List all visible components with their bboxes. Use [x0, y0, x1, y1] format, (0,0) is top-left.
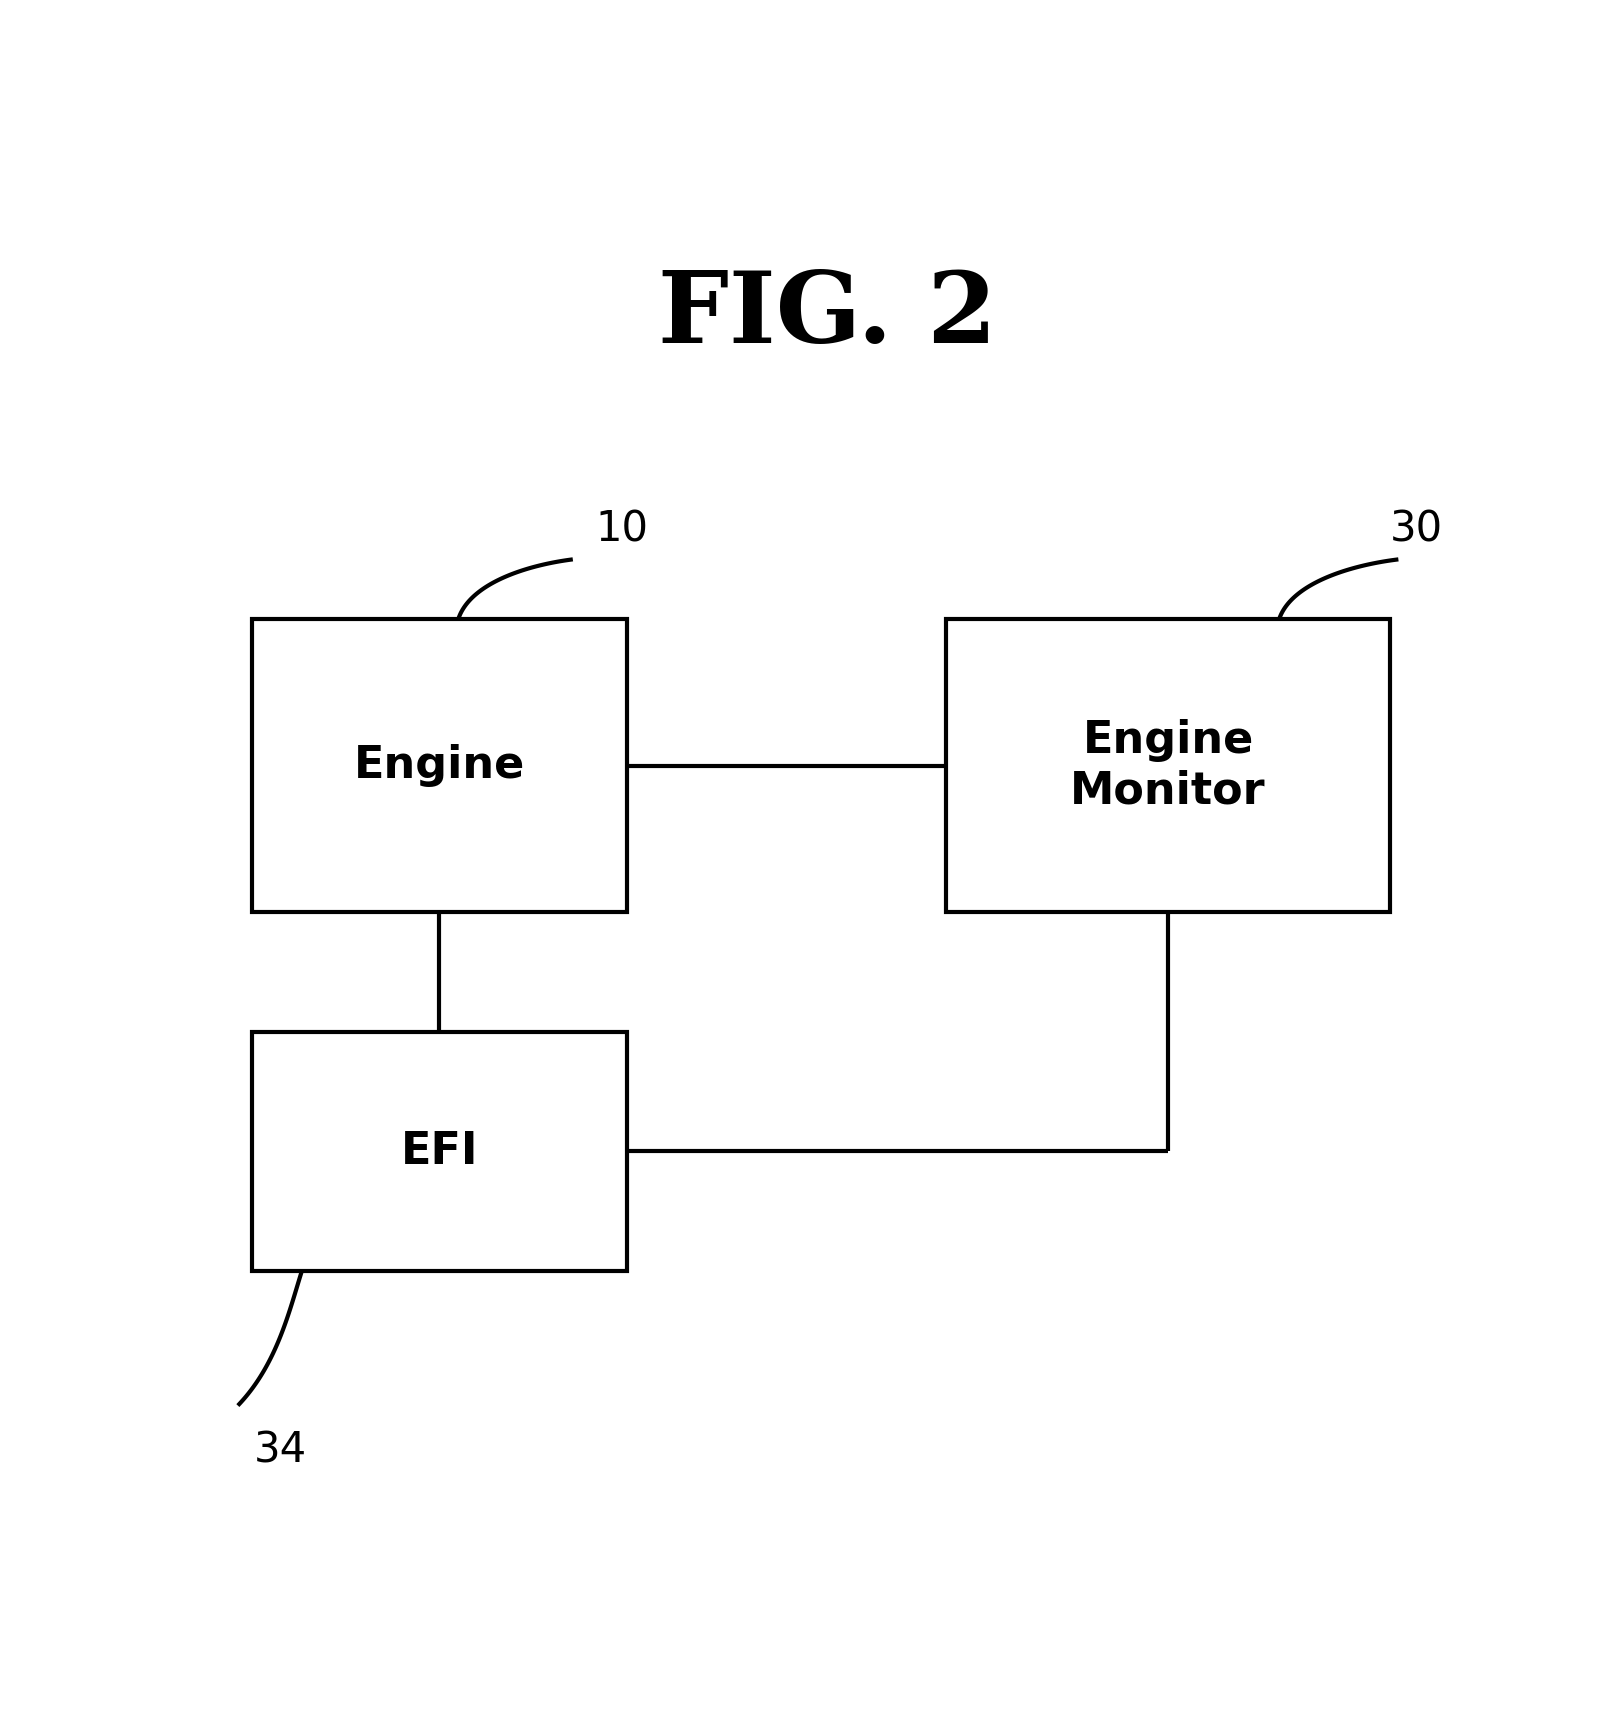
- Bar: [946, 620, 1390, 912]
- Text: Engine
Monitor: Engine Monitor: [1070, 720, 1265, 812]
- Bar: [252, 1031, 626, 1271]
- Text: 30: 30: [1390, 508, 1443, 551]
- Text: Engine: Engine: [353, 744, 525, 788]
- Text: 10: 10: [596, 508, 649, 551]
- Text: EFI: EFI: [400, 1129, 478, 1173]
- Text: FIG. 2: FIG. 2: [659, 268, 996, 364]
- Bar: [252, 620, 626, 912]
- Text: 34: 34: [255, 1430, 307, 1471]
